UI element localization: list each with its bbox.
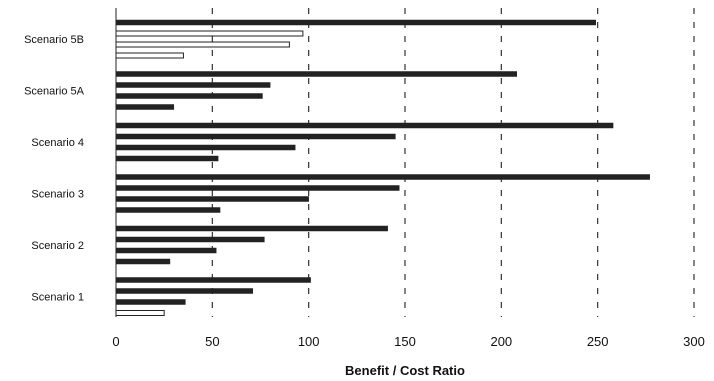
bar-scenario-2-s2	[115, 247, 217, 254]
x-tick-label: 0	[112, 334, 119, 349]
bar-scenario-3-s3	[115, 185, 400, 191]
bar-scenario-5b-s2	[115, 41, 290, 48]
axis-layer: 0 50 100 150 200 250 300 Scenario 1 Scenario 2 Sc…	[24, 8, 705, 349]
y-category-label: Scenario 1	[31, 292, 84, 304]
x-tick-label: 100	[298, 334, 320, 349]
bar-layer	[115, 19, 650, 316]
bar-scenario-4-s4	[115, 122, 614, 129]
x-tick-label: 150	[394, 334, 416, 349]
y-category-label: Scenario 3	[31, 189, 84, 201]
y-category-label: Scenario 5B	[24, 34, 84, 46]
bar-scenario-5b-s1	[115, 52, 184, 59]
bar-scenario-4-s2	[115, 144, 296, 151]
grid-layer	[211, 8, 695, 317]
bar-scenario-1-s2	[115, 299, 186, 305]
bar-scenario-3-s2	[115, 196, 309, 202]
bar-scenario-2-s1	[115, 258, 171, 265]
bar-scenario-4-s3	[115, 133, 396, 140]
bar-scenario-5b-s4	[115, 19, 596, 26]
bar-scenario-5b-s3	[115, 30, 304, 37]
y-category-label: Scenario 4	[31, 137, 84, 149]
bar-scenario-5a-s2	[115, 93, 263, 99]
x-tick-label: 50	[205, 334, 219, 349]
y-category-label: Scenario 2	[31, 240, 84, 252]
x-axis-title: Benefit / Cost Ratio	[345, 363, 465, 378]
bar-scenario-5a-s3	[115, 82, 271, 88]
bar-scenario-5a-s4	[115, 71, 517, 77]
bar-scenario-1-s1	[115, 310, 165, 316]
bar-scenario-2-s4	[115, 225, 388, 232]
x-tick-label: 200	[490, 334, 512, 349]
x-tick-label: 250	[587, 334, 609, 349]
bar-scenario-4-s1	[115, 155, 219, 162]
bar-scenario-2-s3	[115, 236, 265, 243]
x-tick-label: 300	[683, 334, 705, 349]
y-category-label: Scenario 5A	[24, 86, 85, 98]
bar-scenario-5a-s1	[115, 104, 175, 110]
bar-scenario-3-s4	[115, 174, 650, 180]
bar-scenario-1-s4	[115, 277, 311, 283]
bar-scenario-3-s1	[115, 207, 221, 213]
bar-scenario-1-s3	[115, 288, 254, 294]
